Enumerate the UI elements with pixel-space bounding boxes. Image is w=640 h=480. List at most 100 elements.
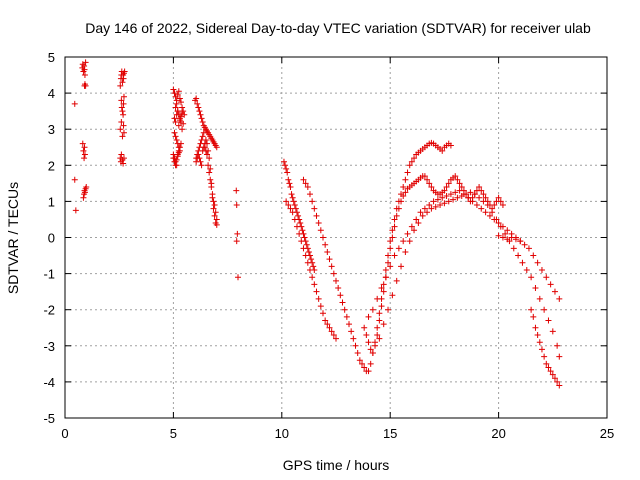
data-point xyxy=(280,158,287,165)
data-point xyxy=(367,360,374,367)
data-point xyxy=(495,220,502,227)
data-point xyxy=(311,281,318,288)
data-point xyxy=(313,288,320,295)
data-point xyxy=(404,230,411,237)
y-tick-label: 5 xyxy=(48,50,55,65)
data-point xyxy=(551,375,558,382)
x-tick-label: 10 xyxy=(275,426,289,441)
data-point xyxy=(174,140,181,147)
data-point xyxy=(291,202,298,209)
data-point xyxy=(354,350,361,357)
data-point xyxy=(195,104,202,111)
data-point xyxy=(176,115,183,122)
data-point xyxy=(300,176,307,183)
data-point xyxy=(199,133,206,140)
data-point xyxy=(179,109,186,116)
data-point xyxy=(428,205,435,212)
data-point xyxy=(400,238,407,245)
data-point xyxy=(301,234,308,241)
data-point xyxy=(194,100,201,107)
data-point xyxy=(350,335,357,342)
data-point xyxy=(306,266,313,273)
data-point xyxy=(171,90,178,97)
data-point xyxy=(317,303,324,310)
data-point xyxy=(177,118,184,125)
data-point xyxy=(71,176,78,183)
data-point xyxy=(204,151,211,158)
data-point xyxy=(82,59,89,66)
data-point xyxy=(293,223,300,230)
data-point xyxy=(333,335,339,342)
data-point xyxy=(363,331,370,338)
data-point xyxy=(356,357,363,364)
data-point xyxy=(476,194,483,201)
data-point xyxy=(532,324,539,331)
data-point xyxy=(326,256,333,263)
data-point xyxy=(486,212,493,219)
y-tick-label: -1 xyxy=(43,267,55,282)
x-tick-label: 5 xyxy=(170,426,177,441)
data-point xyxy=(530,252,537,259)
data-point xyxy=(81,72,88,79)
data-point xyxy=(289,209,296,216)
data-point xyxy=(202,137,209,144)
data-point xyxy=(376,317,383,324)
data-point xyxy=(447,142,454,149)
data-point xyxy=(404,169,411,176)
data-point xyxy=(306,191,313,198)
data-point xyxy=(458,183,465,190)
data-point xyxy=(207,165,214,172)
data-point xyxy=(120,111,127,118)
data-point xyxy=(197,158,204,165)
data-point xyxy=(456,187,463,194)
data-point xyxy=(556,353,563,360)
data-point xyxy=(82,82,89,89)
data-point xyxy=(452,189,459,196)
data-point xyxy=(171,129,178,136)
data-point xyxy=(495,194,502,201)
data-point xyxy=(302,252,309,259)
data-point xyxy=(374,324,381,331)
data-point xyxy=(441,187,448,194)
data-point xyxy=(432,203,439,210)
data-point xyxy=(554,342,561,349)
data-point xyxy=(380,321,387,328)
data-point xyxy=(515,252,522,259)
data-point xyxy=(310,263,317,270)
data-point xyxy=(417,209,424,216)
data-point xyxy=(419,212,426,219)
data-point xyxy=(469,198,476,205)
data-point xyxy=(411,155,418,162)
data-point xyxy=(415,220,422,227)
data-point xyxy=(285,202,292,209)
data-point xyxy=(287,183,294,190)
data-point xyxy=(426,180,433,187)
data-point xyxy=(211,212,218,219)
data-point xyxy=(213,144,220,151)
data-point xyxy=(287,205,294,212)
data-point xyxy=(81,66,88,73)
data-point xyxy=(120,75,127,82)
data-point xyxy=(175,144,182,151)
data-point xyxy=(389,292,396,299)
data-point xyxy=(324,321,331,328)
data-point xyxy=(315,220,322,227)
x-tick-label: 0 xyxy=(61,426,68,441)
data-point xyxy=(79,140,86,147)
data-point xyxy=(365,339,372,346)
data-point xyxy=(551,288,558,295)
y-tick-label: -5 xyxy=(43,411,55,426)
data-point xyxy=(400,192,407,199)
data-point xyxy=(119,79,126,86)
data-point xyxy=(175,149,182,156)
data-point xyxy=(443,192,450,199)
data-point xyxy=(319,310,326,317)
data-point xyxy=(121,68,128,75)
data-point xyxy=(120,155,127,162)
data-point xyxy=(510,245,517,252)
data-point xyxy=(207,176,214,183)
data-point xyxy=(378,303,385,310)
data-point xyxy=(385,252,392,259)
data-point xyxy=(365,368,372,375)
data-point xyxy=(497,198,504,205)
